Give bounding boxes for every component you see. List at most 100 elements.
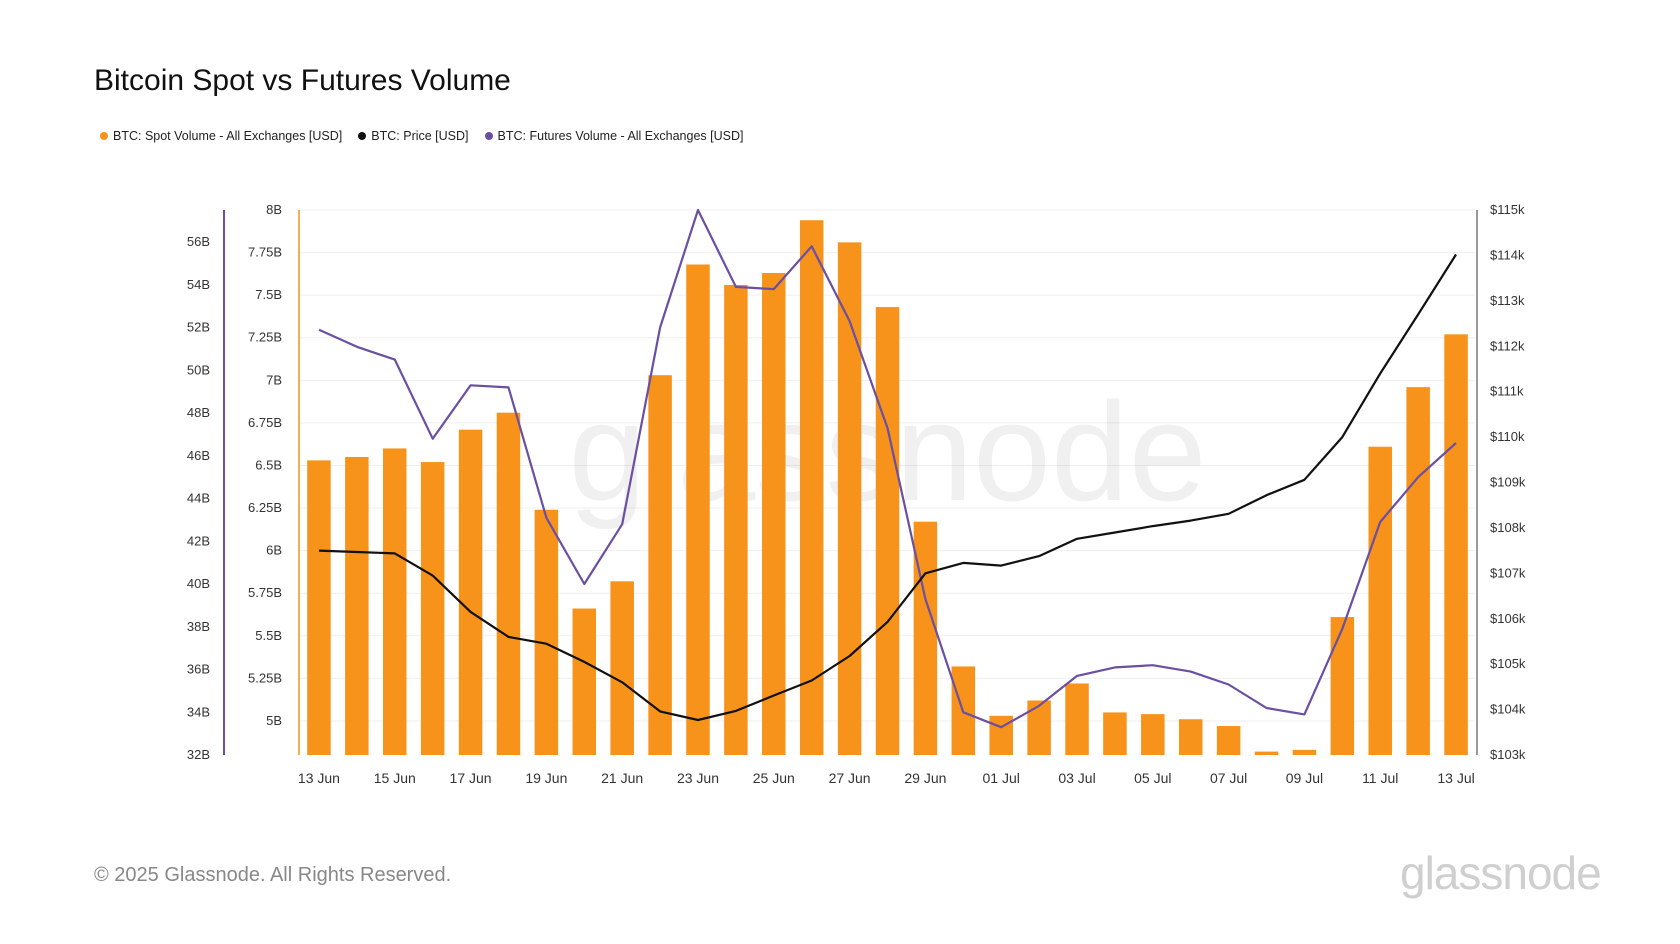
- spot-volume-bar: [1406, 387, 1430, 755]
- price-axis-tick-label: $111k: [1490, 384, 1524, 399]
- spot-volume-bar: [610, 581, 634, 755]
- spot-axis-tick-label: 5.5B: [255, 628, 282, 643]
- spot-axis-tick-label: 6.25B: [248, 500, 282, 515]
- x-axis-tick-label: 03 Jul: [1058, 770, 1095, 786]
- price-axis-tick-label: $103k: [1490, 747, 1526, 762]
- price-axis-tick-label: $106k: [1490, 611, 1526, 626]
- spot-volume-bar: [1178, 719, 1203, 755]
- spot-volume-bar: [1368, 446, 1392, 755]
- spot-volume-bar: [534, 509, 559, 755]
- spot-axis-tick-label: 7.25B: [248, 330, 282, 345]
- futures-axis-tick-label: 38B: [187, 619, 210, 634]
- legend-label-spot: BTC: Spot Volume - All Exchanges [USD]: [113, 129, 343, 143]
- price-axis-tick-label: $105k: [1490, 656, 1526, 671]
- spot-volume-bar: [686, 264, 710, 755]
- spot-volume-bar: [420, 462, 445, 755]
- spot-volume-bar: [1027, 700, 1051, 755]
- x-axis-tick-label: 13 Jun: [298, 770, 340, 786]
- spot-volume-bar: [1216, 726, 1241, 755]
- spot-volume-bar: [648, 375, 672, 755]
- x-axis-tick-label: 05 Jul: [1134, 770, 1171, 786]
- price-axis-tick-label: $112k: [1490, 338, 1525, 353]
- futures-axis-tick-label: 42B: [187, 533, 210, 548]
- price-axis-tick-label: $104k: [1490, 702, 1526, 717]
- x-axis-tick-label: 01 Jul: [983, 770, 1020, 786]
- spot-volume-bar: [762, 273, 786, 755]
- spot-axis-tick-label: 6.5B: [255, 457, 282, 472]
- x-axis-tick-label: 11 Jul: [1362, 770, 1398, 786]
- spot-volume-bar: [724, 284, 748, 755]
- spot-volume-bar: [1103, 712, 1127, 755]
- futures-volume-line: [318, 208, 1457, 729]
- spot-volume-bar: [837, 242, 862, 755]
- futures-axis-tick-label: 34B: [187, 704, 210, 719]
- price-axis-tick-label: $108k: [1490, 520, 1526, 535]
- futures-axis-tick-label: 40B: [187, 576, 210, 591]
- spot-volume-bar: [1065, 683, 1089, 755]
- spot-axis-tick-label: 7.5B: [255, 287, 282, 302]
- legend-item-futures-volume[interactable]: BTC: Futures Volume - All Exchanges [USD…: [484, 129, 744, 143]
- spot-volume-bar: [913, 521, 938, 755]
- x-axis-tick-label: 19 Jun: [525, 770, 567, 786]
- spot-axis-tick-label: 5.75B: [248, 585, 282, 600]
- x-axis-tick-label: 27 Jun: [829, 770, 871, 786]
- x-axis-tick-label: 07 Jul: [1210, 770, 1247, 786]
- x-axis-tick-label: 15 Jun: [374, 770, 416, 786]
- spot-volume-bar: [572, 608, 597, 755]
- spot-axis-tick-label: 5.25B: [248, 670, 282, 685]
- legend: BTC: Spot Volume - All Exchanges [USD] B…: [100, 129, 743, 143]
- spot-axis-tick-label: 6B: [266, 543, 282, 558]
- futures-axis-tick-label: 48B: [187, 405, 210, 420]
- spot-axis-tick-label: 7B: [266, 372, 282, 387]
- futures-axis-tick-label: 54B: [187, 277, 210, 292]
- price-axis-tick-label: $113k: [1490, 293, 1525, 308]
- spot-volume-bar: [1141, 714, 1165, 755]
- spot-volume-bar: [307, 460, 331, 755]
- spot-volume-bar: [1292, 749, 1317, 755]
- price-axis-tick-label: $110k: [1490, 429, 1525, 444]
- brand-logo: glassnode: [1400, 847, 1602, 899]
- spot-volume-bar: [1254, 751, 1279, 755]
- spot-volume-bar: [1330, 617, 1355, 755]
- spot-volume-bar: [875, 307, 900, 755]
- spot-volume-bar: [458, 429, 483, 755]
- spot-axis-tick-label: 5B: [266, 713, 282, 728]
- price-axis-tick-label: $109k: [1490, 475, 1526, 490]
- spot-volume-bar: [496, 412, 521, 755]
- price-line: [318, 253, 1457, 722]
- price-axis-tick-label: $115k: [1490, 202, 1525, 217]
- x-axis-tick-label: 29 Jun: [904, 770, 946, 786]
- legend-label-price: BTC: Price [USD]: [371, 129, 469, 143]
- spot-axis-tick-label: 7.75B: [248, 245, 282, 260]
- x-axis-tick-label: 21 Jun: [601, 770, 643, 786]
- legend-dot-price: [358, 132, 367, 140]
- futures-axis-tick-label: 52B: [187, 320, 210, 335]
- spot-axis-tick-label: 6.75B: [248, 415, 282, 430]
- x-axis-tick-label: 25 Jun: [753, 770, 795, 786]
- futures-axis-tick-label: 44B: [187, 491, 210, 506]
- legend-dot-spot: [100, 132, 108, 140]
- futures-axis-tick-label: 36B: [187, 662, 210, 677]
- x-axis-tick-label: 23 Jun: [677, 770, 719, 786]
- price-axis-tick-label: $114k: [1490, 247, 1525, 262]
- legend-item-price[interactable]: BTC: Price [USD]: [358, 129, 469, 143]
- futures-axis-tick-label: 50B: [187, 362, 210, 377]
- spot-volume-bar: [345, 456, 369, 755]
- legend-item-spot-volume[interactable]: BTC: Spot Volume - All Exchanges [USD]: [100, 129, 342, 143]
- spot-volume-bar: [799, 220, 824, 755]
- futures-axis-tick-label: 46B: [187, 448, 210, 463]
- x-axis-tick-label: 13 Jul: [1437, 770, 1474, 786]
- futures-axis-tick-label: 56B: [187, 234, 210, 249]
- legend-dot-futures: [484, 132, 493, 140]
- spot-volume-bar: [383, 448, 407, 755]
- spot-axis-tick-label: 8B: [266, 202, 282, 217]
- x-axis-tick-label: 17 Jun: [450, 770, 492, 786]
- price-axis-tick-label: $107k: [1490, 565, 1526, 580]
- futures-axis-tick-label: 32B: [187, 747, 210, 762]
- copyright-notice: © 2025 Glassnode. All Rights Reserved.: [94, 864, 452, 886]
- x-axis-tick-label: 09 Jul: [1286, 770, 1323, 786]
- chart-title: Bitcoin Spot vs Futures Volume: [94, 64, 511, 97]
- legend-label-futures: BTC: Futures Volume - All Exchanges [USD…: [497, 129, 744, 143]
- spot-volume-bar: [1444, 334, 1468, 755]
